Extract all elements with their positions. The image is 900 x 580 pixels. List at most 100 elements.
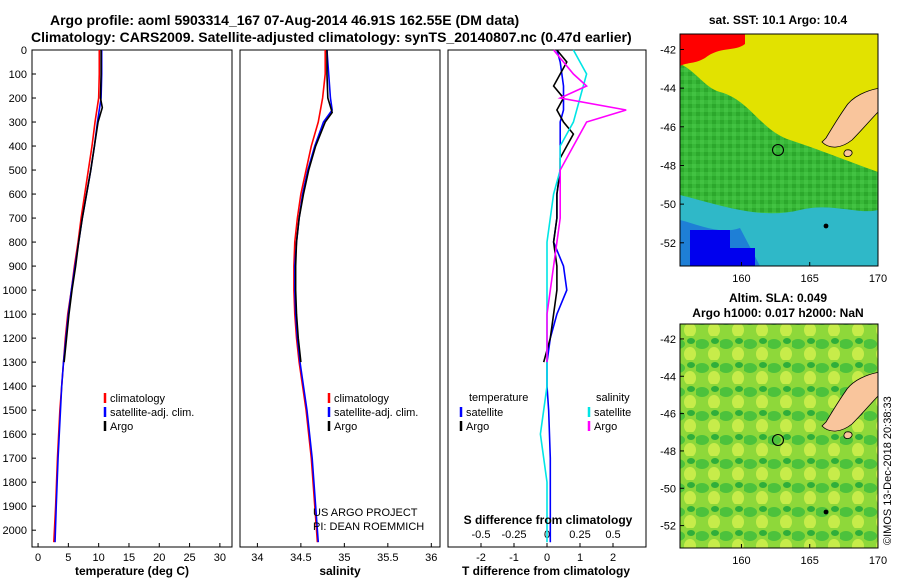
map-y-tick-label: -46 (660, 409, 676, 421)
depth-tick-label: 100 (9, 69, 27, 81)
depth-tick-label: 0 (21, 45, 27, 57)
x-tick-label: -1 (509, 552, 519, 564)
depth-tick-label: 700 (9, 213, 27, 225)
legend-label: satellite (466, 407, 503, 419)
map-x-tick-label: 165 (801, 273, 819, 285)
x-tick-label: 10 (93, 552, 105, 564)
depth-tick-label: 200 (9, 93, 27, 105)
sla-profile-marker (771, 433, 785, 447)
depth-tick-label: 1200 (3, 333, 27, 345)
legend-label: satellite-adj. clim. (110, 407, 194, 419)
x-tick-label: 5 (65, 552, 71, 564)
map-y-tick-label: -42 (660, 44, 676, 56)
difference-panel-legend: temperature salinity satellite Argo satellit… (459, 392, 631, 433)
legend-label: climatology (334, 393, 390, 405)
figure-title-line2: Climatology: CARS2009. Satellite-adjuste… (31, 29, 632, 45)
depth-tick-label: 1700 (3, 453, 27, 465)
map-y-tick-label: -48 (660, 160, 676, 172)
sla-map-title-line1: Altim. SLA: 0.049 (729, 291, 827, 305)
legend-label: Argo (110, 421, 133, 433)
s-diff-tick-label: 0.25 (569, 529, 590, 541)
map-y-tick-label: -48 (660, 446, 676, 458)
map-y-tick-label: -44 (660, 83, 676, 95)
depth-tick-label: 1000 (3, 285, 27, 297)
s-diff-tick-label: 0.5 (605, 529, 620, 541)
project-note-line1: US ARGO PROJECT (313, 507, 418, 519)
legend-label: Argo (594, 421, 617, 433)
s-diff-axis-label: S difference from climatology (464, 513, 633, 527)
project-note-line2: PI: DEAN ROEMMICH (313, 521, 424, 533)
legend-label: satellite (594, 407, 631, 419)
temperature-axis-label: temperature (deg C) (75, 564, 189, 578)
series-line-salinity-argo (546, 49, 627, 363)
depth-tick-label: 1100 (3, 309, 27, 321)
x-tick-label: 2 (610, 552, 616, 564)
depth-tick-label: 900 (9, 261, 27, 273)
depth-tick-label: 1800 (3, 477, 27, 489)
x-tick-label: 35.5 (377, 552, 398, 564)
depth-tick-label: 1500 (3, 405, 27, 417)
legend-label: climatology (110, 393, 166, 405)
depth-tick-label: 1600 (3, 429, 27, 441)
x-tick-label: 35 (338, 552, 350, 564)
t-diff-axis-label: T difference from climatology (462, 564, 630, 578)
figure-title-line1: Argo profile: aoml 5903314_167 07-Aug-20… (50, 12, 520, 28)
map-y-tick-label: -46 (660, 122, 676, 134)
x-tick-label: 25 (183, 552, 195, 564)
legend-temp-header: temperature (469, 392, 528, 404)
sla-map-title-line2: Argo h1000: 0.017 h2000: NaN (692, 306, 863, 320)
legend-label: Argo (334, 421, 357, 433)
x-tick-label: 30 (214, 552, 226, 564)
temperature-profile-panel: 0100200300400500600700800900100011001200… (3, 45, 452, 578)
s-diff-tick-label: -0.25 (501, 529, 526, 541)
series-line-argo (63, 50, 104, 363)
series-line-temperature-satellite (546, 49, 568, 543)
x-tick-label: 1 (577, 552, 583, 564)
x-tick-label: 20 (153, 552, 165, 564)
sst-map-title: sat. SST: 10.1 Argo: 10.4 (709, 13, 848, 27)
sst-map-panel: sat. SST: 10.1 Argo: 10.4 160 165 170 -42 -4… (660, 13, 887, 285)
x-tick-label: 15 (123, 552, 135, 564)
x-tick-label: -2 (476, 552, 486, 564)
map-y-tick-label: -50 (660, 199, 676, 211)
x-tick-label: 34.5 (290, 552, 311, 564)
x-tick-label: 0 (544, 552, 550, 564)
sla-map-panel: Altim. SLA: 0.049 Argo h1000: 0.017 h200… (660, 291, 887, 567)
depth-tick-label: 2000 (3, 525, 27, 537)
difference-profile-panel: -2 -1 0 1 2-0.5 -0.25 0 0.25 0.5 T difference fr… (447, 49, 647, 578)
map-x-tick-label: 170 (869, 555, 887, 567)
legend-label: satellite-adj. clim. (334, 407, 418, 419)
map-y-tick-label: -44 (660, 371, 676, 383)
sst-profile-marker (771, 143, 785, 157)
map-y-tick-label: -52 (660, 238, 676, 250)
map-x-tick-label: 160 (732, 555, 750, 567)
map-y-tick-label: -50 (660, 483, 676, 495)
sst-field (680, 34, 878, 266)
salinity-panel-legend: climatology satellite-adj. clim. Argo (327, 393, 418, 433)
map-x-tick-label: 165 (801, 555, 819, 567)
salinity-axis-label: salinity (319, 564, 361, 578)
s-diff-tick-label: -0.5 (472, 529, 491, 541)
credit-watermark: ©IMOS 13-Dec-2018 20:38:33 (882, 396, 894, 545)
legend-sal-header: salinity (596, 392, 630, 404)
temperature-panel-legend: climatology satellite-adj. clim. Argo (103, 393, 194, 433)
x-tick-label: 36 (425, 552, 437, 564)
x-tick-label: 34 (251, 552, 263, 564)
depth-tick-label: 500 (9, 165, 27, 177)
map-y-tick-label: -52 (660, 521, 676, 533)
series-line-argo (294, 50, 334, 363)
legend-label: Argo (466, 421, 489, 433)
depth-tick-label: 800 (9, 237, 27, 249)
series-line-climatology (293, 50, 327, 543)
x-tick-label: 0 (35, 552, 41, 564)
depth-tick-label: 1400 (3, 381, 27, 393)
sla-field (680, 324, 878, 548)
map-x-tick-label: 160 (732, 273, 750, 285)
depth-tick-label: 300 (9, 117, 27, 129)
depth-tick-label: 400 (9, 141, 27, 153)
depth-tick-label: 600 (9, 189, 27, 201)
depth-tick-label: 1900 (3, 501, 27, 513)
depth-tick-label: 1300 (3, 357, 27, 369)
map-x-tick-label: 170 (869, 273, 887, 285)
